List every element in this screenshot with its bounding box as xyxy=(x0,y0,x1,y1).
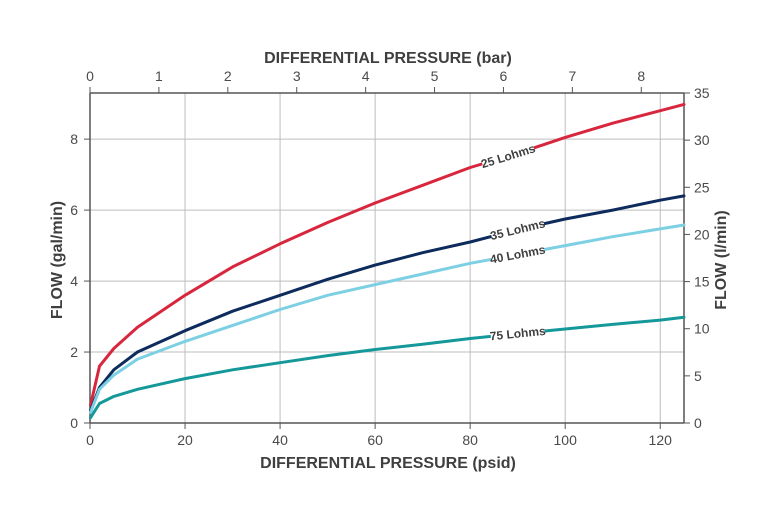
bottom-axis-title: DIFFERENTIAL PRESSURE (psid) xyxy=(260,455,516,472)
right-axis-ticks: 0 5 10 15 20 25 30 35 xyxy=(684,85,710,431)
left-tick-label: 6 xyxy=(70,202,78,218)
series-label-group-35-lohms: 35 Lohms xyxy=(489,214,547,245)
series-label-35-lohms: 35 Lohms xyxy=(489,216,547,243)
series-label-background xyxy=(489,214,547,245)
left-tick-label: 0 xyxy=(70,415,78,431)
left-tick-label: 8 xyxy=(70,131,78,147)
top-tick-label: 7 xyxy=(568,68,576,84)
series-label-75-lohms: 75 Lohms xyxy=(489,324,546,344)
bottom-tick-label: 120 xyxy=(649,432,673,448)
series-line-25-lohms xyxy=(89,102,686,407)
series-line-75-lohms xyxy=(89,315,686,420)
series-label-group-40-lohms: 40 Lohms xyxy=(489,240,547,269)
right-tick-label: 35 xyxy=(694,85,710,101)
series-lines xyxy=(89,102,686,420)
top-tick-label: 5 xyxy=(431,68,439,84)
right-tick-label: 0 xyxy=(694,415,702,431)
right-tick-label: 25 xyxy=(694,179,710,195)
right-tick-label: 15 xyxy=(694,274,710,290)
left-axis-ticks: 0 2 4 6 8 xyxy=(70,131,90,431)
series-label-group-25-lohms: 25 Lohms xyxy=(479,139,537,173)
series-label-background xyxy=(479,139,537,173)
left-axis-title: FLOW (gal/min) xyxy=(49,201,66,319)
plot-frame xyxy=(89,92,685,424)
top-axis-title: DIFFERENTIAL PRESSURE (bar) xyxy=(264,50,512,67)
bottom-tick-label: 60 xyxy=(367,432,383,448)
top-tick-label: 1 xyxy=(155,68,163,84)
series-line-40-lohms xyxy=(89,223,686,414)
left-tick-label: 4 xyxy=(70,273,78,289)
top-tick-label: 4 xyxy=(362,68,370,84)
top-tick-label: 0 xyxy=(86,68,94,84)
bottom-tick-label: 20 xyxy=(177,432,193,448)
bottom-axis-ticks: 0 20 40 60 80 100 120 xyxy=(86,423,672,448)
series-line-35-lohms xyxy=(89,194,686,413)
top-tick-label: 6 xyxy=(500,68,508,84)
bottom-tick-label: 100 xyxy=(554,432,578,448)
top-tick-label: 8 xyxy=(637,68,645,84)
bottom-tick-label: 0 xyxy=(86,432,94,448)
grid xyxy=(90,93,684,423)
right-tick-label: 10 xyxy=(694,321,710,337)
bottom-tick-label: 40 xyxy=(272,432,288,448)
top-tick-label: 3 xyxy=(293,68,301,84)
right-tick-label: 20 xyxy=(694,226,710,242)
right-tick-label: 30 xyxy=(694,132,710,148)
series-label-25-lohms: 25 Lohms xyxy=(479,141,537,171)
series-label-background xyxy=(489,321,546,346)
right-tick-label: 5 xyxy=(694,368,702,384)
left-tick-label: 2 xyxy=(70,344,78,360)
series-label-group-75-lohms: 75 Lohms xyxy=(489,321,547,346)
top-tick-label: 2 xyxy=(224,68,232,84)
bottom-tick-label: 80 xyxy=(462,432,478,448)
right-axis-title: FLOW (l/min) xyxy=(713,210,730,310)
top-axis-ticks: 0 1 2 3 4 5 6 7 8 xyxy=(86,68,645,93)
series-label-background xyxy=(489,240,546,269)
